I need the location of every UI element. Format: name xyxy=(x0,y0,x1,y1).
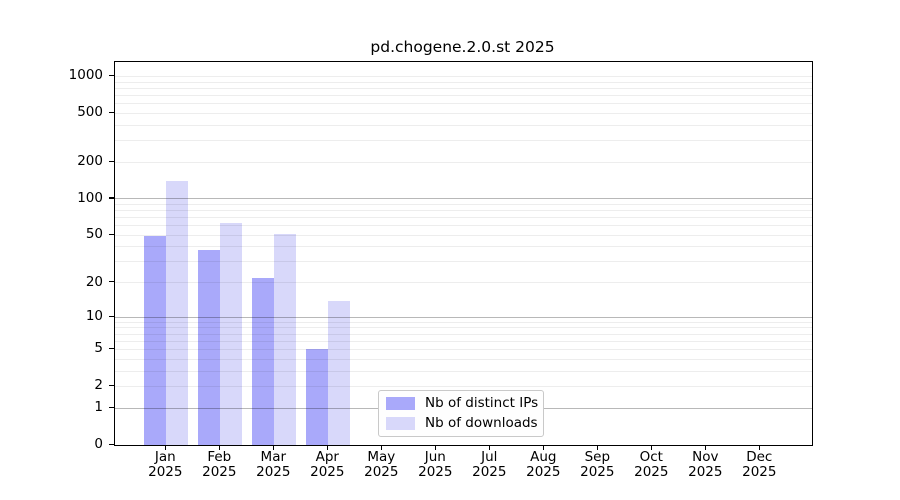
minor-gridline-60 xyxy=(115,225,812,227)
x-tick-label-oct: Oct 2025 xyxy=(634,449,669,480)
minor-gridline-4 xyxy=(115,358,812,360)
legend-label-downloads: Nb of downloads xyxy=(425,415,538,431)
legend-item-distinct-ips: Nb of distinct IPs xyxy=(386,396,543,411)
minor-gridline-3 xyxy=(115,370,812,372)
x-tick-aug xyxy=(542,445,544,450)
grid-layer xyxy=(115,62,812,445)
y-tick-2 xyxy=(109,384,114,387)
major-gridline-10 xyxy=(115,316,812,318)
x-tick-label-apr: Apr 2025 xyxy=(310,449,345,480)
x-tick-jul xyxy=(488,445,490,450)
x-tick-jun xyxy=(434,445,436,450)
minor-gridline-70 xyxy=(115,217,812,219)
x-tick-sep xyxy=(596,445,598,450)
x-tick-dec xyxy=(758,445,760,450)
x-tick-may xyxy=(380,445,382,450)
x-tick-label-sep: Sep 2025 xyxy=(580,449,615,480)
x-tick-jan xyxy=(164,445,166,450)
y-tick-500 xyxy=(109,111,114,114)
bar-nb-of-downloads-mar xyxy=(274,234,297,445)
y-tick-10 xyxy=(109,315,114,317)
bar-nb-of-distinct-ips-jan xyxy=(144,236,167,445)
minor-gridline-2 xyxy=(115,385,812,387)
y-tick-label-1000: 1000 xyxy=(68,67,103,84)
minor-gridline-1000 xyxy=(115,75,812,77)
legend: Nb of distinct IPs Nb of downloads xyxy=(378,390,544,437)
minor-gridline-5 xyxy=(115,348,812,350)
minor-gridline-50 xyxy=(115,234,812,236)
minor-gridline-80 xyxy=(115,210,812,212)
bar-nb-of-distinct-ips-apr xyxy=(306,349,329,445)
minor-gridline-90 xyxy=(115,203,812,205)
y-tick-label-20: 20 xyxy=(85,273,103,290)
minor-gridline-8 xyxy=(115,327,812,329)
minor-gridline-7 xyxy=(115,333,812,335)
y-tick-label-200: 200 xyxy=(77,153,103,170)
minor-gridline-700 xyxy=(115,94,812,96)
y-tick-100 xyxy=(109,197,114,199)
bar-nb-of-downloads-apr xyxy=(328,300,351,445)
legend-swatch-distinct-ips-icon xyxy=(386,397,415,410)
x-tick-label-jun: Jun 2025 xyxy=(418,449,453,480)
y-tick-50 xyxy=(109,233,114,236)
x-tick-label-may: May 2025 xyxy=(364,449,399,480)
x-tick-nov xyxy=(704,445,706,450)
y-tick-1 xyxy=(109,406,114,408)
x-tick-label-mar: Mar 2025 xyxy=(256,449,291,480)
y-tick-label-100: 100 xyxy=(77,189,103,206)
x-tick-mar xyxy=(272,445,274,450)
minor-gridline-600 xyxy=(115,103,812,105)
y-tick-label-1: 1 xyxy=(94,399,103,416)
y-tick-label-2: 2 xyxy=(94,377,103,394)
y-tick-label-10: 10 xyxy=(85,308,103,325)
x-tick-feb xyxy=(218,445,220,450)
y-tick-label-50: 50 xyxy=(85,226,103,243)
major-gridline-100 xyxy=(115,198,812,200)
x-tick-label-aug: Aug 2025 xyxy=(526,449,561,480)
bar-nb-of-distinct-ips-mar xyxy=(252,277,275,445)
legend-item-downloads: Nb of downloads xyxy=(386,416,543,431)
minor-gridline-300 xyxy=(115,140,812,142)
minor-gridline-40 xyxy=(115,246,812,248)
minor-gridline-20 xyxy=(115,282,812,284)
y-tick-label-500: 500 xyxy=(77,104,103,121)
plot-area xyxy=(114,61,813,446)
y-tick-200 xyxy=(109,160,114,162)
y-tick-label-0: 0 xyxy=(94,436,103,452)
chart-title: pd.chogene.2.0.st 2025 xyxy=(370,38,555,56)
bar-nb-of-downloads-jan xyxy=(166,181,189,445)
y-tick-5 xyxy=(109,347,114,350)
x-tick-label-jul: Jul 2025 xyxy=(472,449,507,480)
minor-gridline-9 xyxy=(115,321,812,323)
x-tick-label-nov: Nov 2025 xyxy=(688,449,723,480)
minor-gridline-800 xyxy=(115,87,812,89)
y-tick-20 xyxy=(109,281,114,283)
legend-swatch-downloads-icon xyxy=(386,417,415,430)
x-tick-label-feb: Feb 2025 xyxy=(202,449,237,480)
minor-gridline-900 xyxy=(115,81,812,83)
bars-layer xyxy=(115,62,812,445)
y-tick-1000 xyxy=(109,74,114,77)
minor-gridline-200 xyxy=(115,161,812,163)
minor-gridline-400 xyxy=(115,124,812,126)
bar-nb-of-downloads-feb xyxy=(220,223,243,445)
minor-gridline-30 xyxy=(115,261,812,263)
x-tick-oct xyxy=(650,445,652,450)
x-tick-label-jan: Jan 2025 xyxy=(148,449,183,480)
minor-gridline-6 xyxy=(115,340,812,342)
x-tick-label-dec: Dec 2025 xyxy=(742,449,777,480)
x-tick-apr xyxy=(326,445,328,450)
minor-gridline-500 xyxy=(115,112,812,114)
y-tick-label-5: 5 xyxy=(94,340,103,357)
y-tick-0 xyxy=(109,443,114,445)
bar-nb-of-distinct-ips-feb xyxy=(198,249,221,445)
legend-label-distinct-ips: Nb of distinct IPs xyxy=(425,395,539,411)
